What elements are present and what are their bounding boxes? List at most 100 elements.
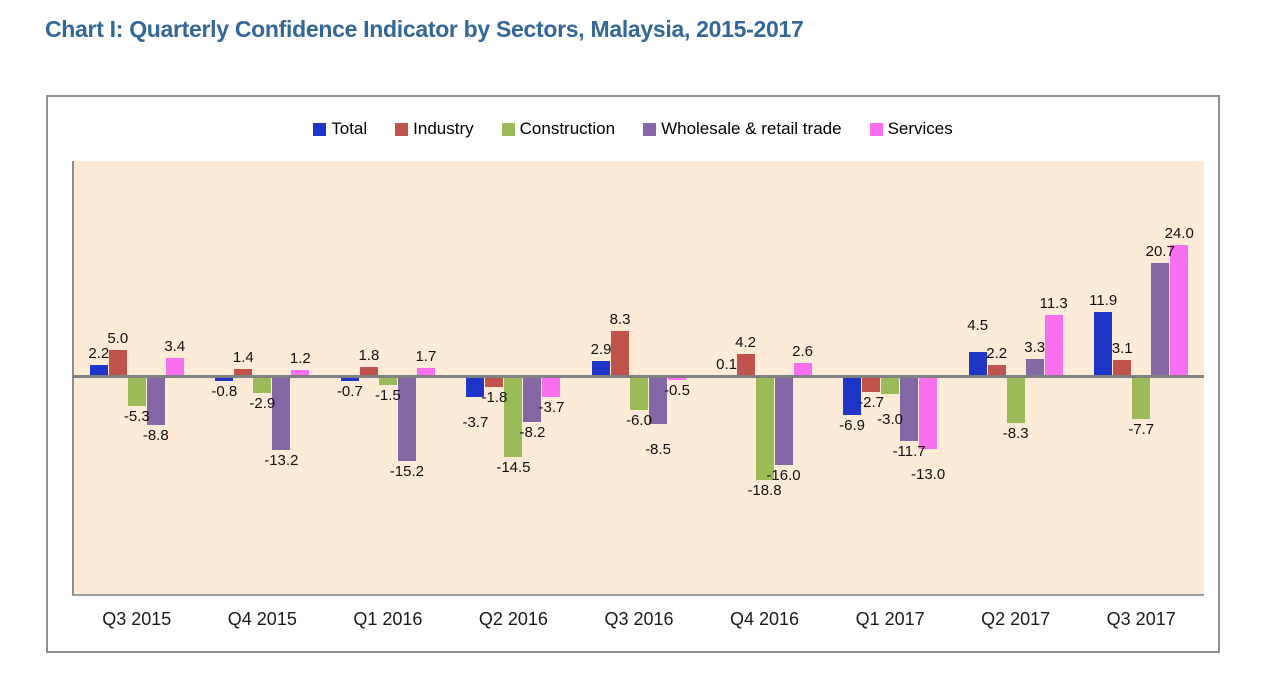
value-label-industry-q3-2015: 5.0 [107, 329, 129, 347]
legend-label-services: Services [887, 119, 953, 138]
value-label-services-q2-2016: -3.7 [538, 399, 565, 417]
bar-construction-q2-2016 [504, 377, 523, 457]
x-axis-label-q4-2015: Q4 2015 [227, 609, 297, 629]
bar-industry-q2-2016 [485, 377, 504, 387]
value-label-total-q3-2015: 2.2 [88, 344, 110, 362]
bar-wholesale-retail-trade-q3-2015 [146, 377, 165, 426]
value-label-services-q2-2017: 11.3 [1039, 294, 1068, 312]
value-label-wholesale-retail-trade-q4-2015: -13.2 [264, 451, 299, 469]
value-label-industry-q4-2016: 4.2 [735, 333, 756, 351]
x-axis-label-q1-2017: Q1 2017 [855, 609, 925, 629]
bar-services-q2-2016 [542, 377, 561, 398]
x-axis-label-q3-2017: Q3 2017 [1106, 609, 1176, 629]
legend-item-total: Total [313, 119, 367, 139]
value-label-industry-q1-2016: 1.8 [358, 347, 380, 365]
legend-item-construction: Construction [501, 119, 616, 139]
bar-total-q4-2015 [215, 377, 234, 382]
bar-total-q3-2017 [1094, 311, 1113, 377]
value-label-construction-q3-2015: -5.3 [123, 408, 150, 426]
legend-item-wholesale-retail-trade: Wholesale & retail trade [643, 119, 842, 139]
bar-services-q3-2015 [165, 358, 184, 377]
x-axis-label-q2-2016: Q2 2016 [478, 609, 548, 629]
value-label-services-q1-2017: -13.0 [911, 465, 946, 483]
value-label-services-q1-2016: 1.7 [415, 347, 437, 365]
x-axis-label-q2-2017: Q2 2017 [981, 609, 1051, 629]
value-label-wholesale-retail-trade-q3-2017: 20.7 [1145, 243, 1175, 261]
legend-marker-total [313, 122, 327, 136]
x-axis-label-q3-2016: Q3 2016 [604, 609, 674, 629]
bar-construction-q1-2016 [378, 377, 397, 386]
legend-marker-construction [501, 122, 515, 136]
plot-area: 2.2 3.4 5.0 -5.3 -8.8 -0.8 1.2 1.4 -2.9 -13.2 -0.7… [72, 161, 1204, 596]
bar-industry-q3-2017 [1113, 359, 1132, 377]
bar-construction-q3-2016 [630, 377, 648, 410]
chart-container: Total Industry Construction Wholesale & ret… [46, 95, 1220, 653]
bar-wholesale-retail-trade-q4-2016 [774, 377, 793, 465]
legend-label-total: Total [331, 119, 368, 138]
bar-wholesale-retail-trade-q3-2016 [649, 377, 667, 424]
x-axis-label-q4-2016: Q4 2016 [730, 609, 800, 629]
value-label-construction-q3-2017: -7.7 [1128, 421, 1155, 439]
value-label-industry-q2-2016: -1.8 [481, 388, 508, 406]
value-label-services-q3-2016: -0.5 [664, 381, 690, 399]
bar-construction-q3-2017 [1132, 377, 1151, 420]
value-label-wholesale-retail-trade-q4-2016: -16.0 [766, 467, 801, 484]
value-label-construction-q2-2016: -14.5 [496, 458, 531, 476]
bar-services-q3-2016 [668, 377, 686, 380]
value-label-construction-q1-2017: -3.0 [877, 410, 904, 428]
value-label-construction-q3-2016: -6.0 [626, 412, 652, 429]
value-label-industry-q1-2017: -2.7 [858, 393, 885, 411]
value-label-services-q3-2017: 24.0 [1164, 225, 1194, 242]
bar-industry-q1-2017 [862, 377, 881, 392]
bar-industry-q2-2017 [987, 364, 1006, 377]
value-label-total-q3-2017: 11.9 [1089, 291, 1118, 309]
bar-wholesale-retail-trade-q1-2017 [900, 377, 919, 442]
bar-wholesale-retail-trade-q2-2017 [1025, 358, 1044, 377]
bar-wholesale-retail-trade-q3-2017 [1151, 263, 1170, 377]
bar-total-q3-2016 [592, 361, 610, 377]
bar-construction-q3-2015 [127, 377, 146, 407]
bar-total-q2-2016 [466, 377, 485, 398]
bar-construction-q4-2016 [755, 377, 774, 481]
bar-construction-q4-2015 [253, 377, 272, 393]
bar-industry-q1-2016 [359, 367, 378, 377]
bar-construction-q2-2017 [1006, 377, 1025, 423]
legend-marker-wholesale-retail-trade [643, 122, 657, 136]
bar-total-q3-2015 [89, 364, 108, 377]
bar-total-q1-2017 [843, 377, 862, 415]
x-axis-label-q1-2016: Q1 2016 [353, 609, 423, 629]
bar-wholesale-retail-trade-q2-2016 [523, 377, 542, 423]
value-label-wholesale-retail-trade-q3-2015: -8.8 [142, 427, 169, 445]
value-label-construction-q4-2015: -2.9 [249, 394, 276, 412]
value-label-construction-q1-2016: -1.5 [374, 387, 401, 405]
value-label-services-q4-2015: 1.2 [289, 350, 311, 368]
value-label-industry-q4-2015: 1.4 [232, 349, 254, 367]
legend-label-industry: Industry [413, 119, 474, 138]
bar-total-q2-2017 [968, 352, 987, 377]
zero-axis-line [72, 375, 1204, 378]
value-label-construction-q2-2017: -8.3 [1002, 424, 1029, 442]
value-label-construction-q4-2016: -18.8 [747, 482, 782, 500]
value-label-services-q4-2016: 2.6 [792, 342, 813, 360]
value-label-industry-q2-2017: 2.2 [986, 344, 1008, 362]
value-label-total-q1-2017: -6.9 [839, 416, 866, 434]
bar-industry-q3-2016 [611, 331, 629, 377]
bar-construction-q1-2017 [881, 377, 900, 394]
bar-services-q1-2017 [919, 377, 938, 449]
value-label-wholesale-retail-trade-q2-2016: -8.2 [519, 424, 546, 442]
legend-item-services: Services [869, 119, 953, 139]
legend-label-construction: Construction [519, 119, 616, 138]
bar-services-q3-2017 [1170, 245, 1189, 377]
bar-services-q4-2016 [793, 362, 812, 377]
legend-item-industry: Industry [395, 119, 474, 139]
value-label-wholesale-retail-trade-q2-2017: 3.3 [1024, 338, 1046, 356]
bar-services-q1-2016 [416, 367, 435, 377]
value-label-total-q3-2016: 2.9 [590, 341, 612, 359]
bar-wholesale-retail-trade-q1-2016 [397, 377, 416, 461]
value-label-total-q1-2016: -0.7 [336, 382, 363, 400]
value-label-wholesale-retail-trade-q1-2017: -11.7 [892, 443, 926, 461]
bar-services-q4-2015 [291, 370, 310, 377]
bar-industry-q3-2015 [108, 349, 127, 377]
bar-wholesale-retail-trade-q4-2015 [272, 377, 291, 450]
bar-services-q2-2017 [1044, 314, 1063, 377]
